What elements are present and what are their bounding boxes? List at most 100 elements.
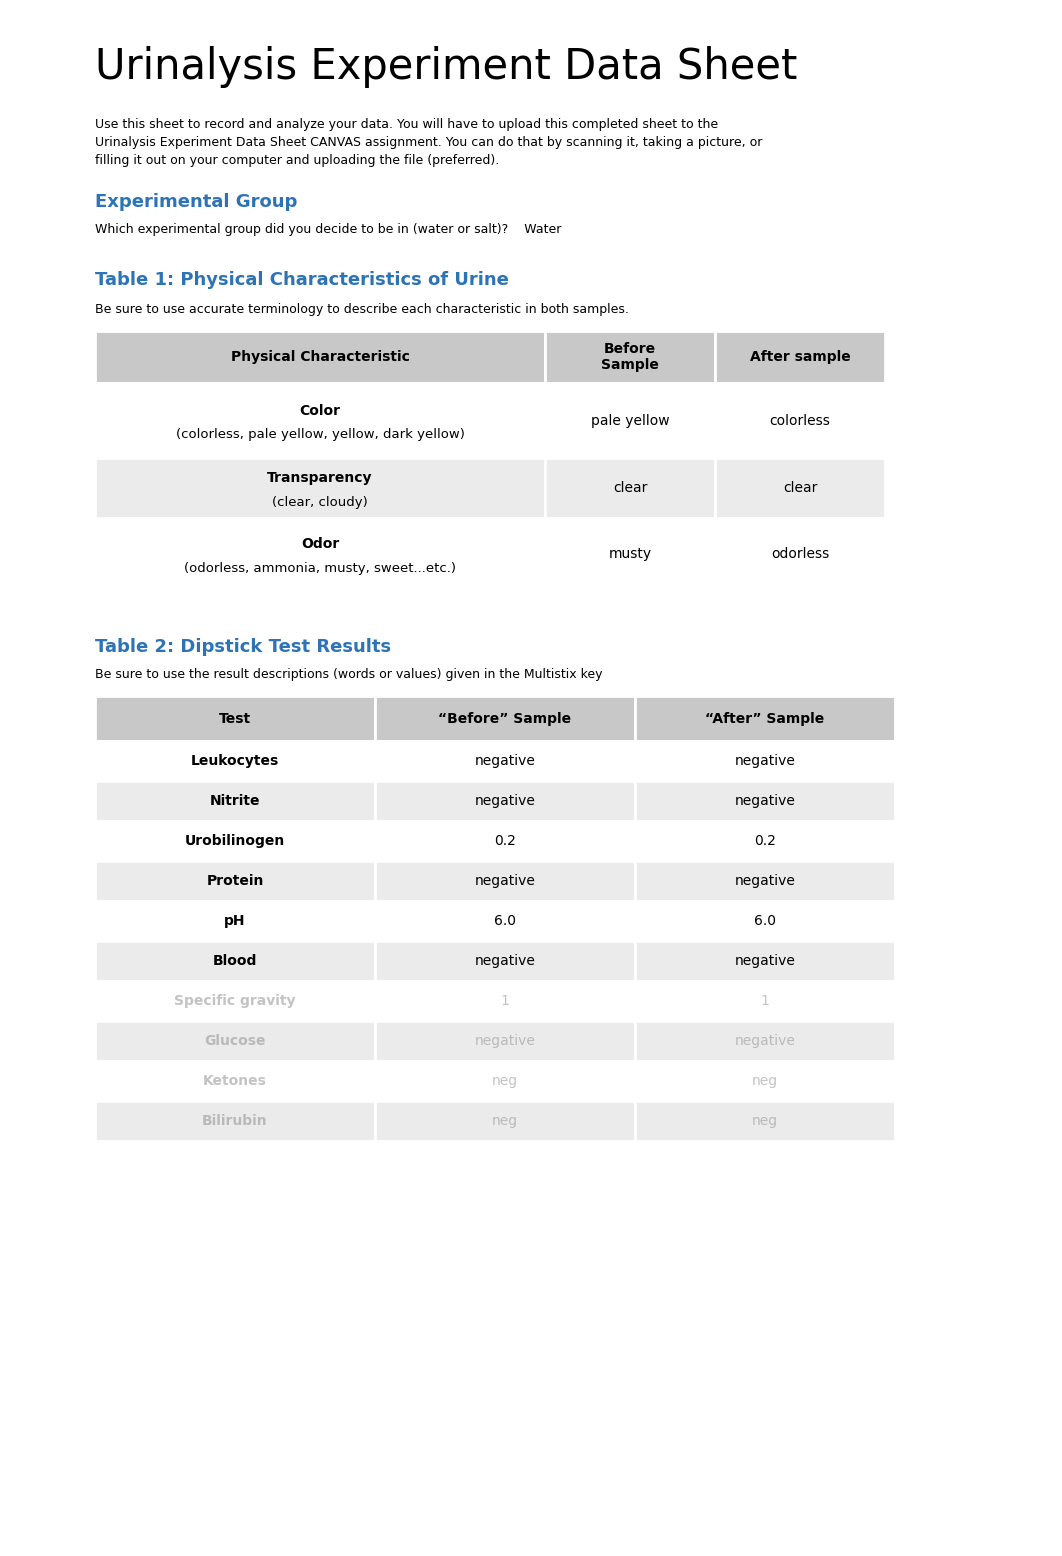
Bar (635, 781, 895, 822)
Text: pH: pH (224, 913, 245, 927)
Text: Urinalysis Experiment Data Sheet: Urinalysis Experiment Data Sheet (95, 47, 798, 89)
Text: Glucose: Glucose (204, 1035, 266, 1049)
Text: Physical Characteristic: Physical Characteristic (230, 350, 410, 364)
Text: clear: clear (783, 481, 817, 495)
Bar (95, 1102, 375, 1141)
Text: “Before” Sample: “Before” Sample (439, 711, 571, 725)
Text: 1: 1 (760, 994, 770, 1008)
Text: Specific gravity: Specific gravity (174, 994, 295, 1008)
Bar (375, 822, 635, 860)
Text: clear: clear (613, 481, 647, 495)
Text: negative: negative (735, 954, 795, 968)
Text: negative: negative (475, 874, 535, 888)
Text: neg: neg (492, 1074, 518, 1088)
Text: 1: 1 (500, 994, 510, 1008)
Bar (375, 741, 635, 781)
Bar (95, 518, 545, 590)
Text: 0.2: 0.2 (754, 834, 776, 848)
Bar (635, 860, 895, 901)
Bar (635, 980, 895, 1021)
Text: negative: negative (475, 755, 535, 769)
Bar (95, 822, 375, 860)
Text: (odorless, ammonia, musty, sweet...etc.): (odorless, ammonia, musty, sweet...etc.) (184, 562, 456, 574)
Bar (715, 331, 885, 383)
Bar (375, 980, 635, 1021)
Text: After sample: After sample (750, 350, 851, 364)
Bar (95, 1061, 375, 1102)
Bar (375, 696, 635, 741)
Text: (clear, cloudy): (clear, cloudy) (272, 495, 367, 509)
Bar (545, 331, 715, 383)
Bar (545, 457, 715, 518)
Bar (95, 980, 375, 1021)
Text: Be sure to use accurate terminology to describe each characteristic in both samp: Be sure to use accurate terminology to d… (95, 303, 629, 316)
Text: negative: negative (475, 1035, 535, 1049)
Bar (545, 518, 715, 590)
Bar (95, 901, 375, 941)
Text: Experimental Group: Experimental Group (95, 193, 297, 212)
Bar (715, 518, 885, 590)
Text: Test: Test (219, 711, 251, 725)
Text: (colorless, pale yellow, yellow, dark yellow): (colorless, pale yellow, yellow, dark ye… (175, 428, 464, 440)
Bar (635, 901, 895, 941)
Text: Odor: Odor (301, 537, 339, 551)
Text: 6.0: 6.0 (754, 913, 776, 927)
Text: neg: neg (752, 1074, 778, 1088)
Text: pale yellow: pale yellow (590, 414, 669, 428)
Text: odorless: odorless (771, 548, 829, 562)
Text: musty: musty (609, 548, 652, 562)
Bar (635, 696, 895, 741)
Text: negative: negative (475, 954, 535, 968)
Bar (375, 941, 635, 980)
Text: negative: negative (735, 755, 795, 769)
Bar (375, 781, 635, 822)
Bar (635, 1102, 895, 1141)
Bar (375, 901, 635, 941)
Bar (375, 1102, 635, 1141)
Bar (635, 1061, 895, 1102)
Text: Protein: Protein (206, 874, 263, 888)
Text: Be sure to use the result descriptions (words or values) given in the Multistix : Be sure to use the result descriptions (… (95, 668, 602, 682)
Bar (635, 741, 895, 781)
Bar (375, 1061, 635, 1102)
Bar (95, 941, 375, 980)
Text: Transparency: Transparency (268, 471, 373, 485)
Bar (375, 1021, 635, 1061)
Text: Before
Sample: Before Sample (601, 342, 658, 372)
Text: negative: negative (735, 794, 795, 808)
Bar (95, 331, 545, 383)
Text: “After” Sample: “After” Sample (705, 711, 824, 725)
Text: negative: negative (735, 874, 795, 888)
Text: Ketones: Ketones (203, 1074, 267, 1088)
Bar (375, 860, 635, 901)
Text: negative: negative (735, 1035, 795, 1049)
Text: Urobilinogen: Urobilinogen (185, 834, 285, 848)
Text: Table 2: Dipstick Test Results: Table 2: Dipstick Test Results (95, 638, 391, 657)
Bar (95, 696, 375, 741)
Text: 0.2: 0.2 (494, 834, 516, 848)
Text: Nitrite: Nitrite (210, 794, 260, 808)
Bar (95, 383, 545, 457)
Bar (635, 1021, 895, 1061)
Text: Table 1: Physical Characteristics of Urine: Table 1: Physical Characteristics of Uri… (95, 271, 509, 289)
Text: Use this sheet to record and analyze your data. You will have to upload this com: Use this sheet to record and analyze you… (95, 118, 763, 166)
Text: Color: Color (299, 403, 341, 417)
Text: colorless: colorless (770, 414, 830, 428)
Bar (95, 781, 375, 822)
Text: neg: neg (752, 1114, 778, 1128)
Text: Which experimental group did you decide to be in (water or salt)?    Water: Which experimental group did you decide … (95, 223, 562, 237)
Bar (635, 822, 895, 860)
Bar (95, 1021, 375, 1061)
Bar (635, 941, 895, 980)
Bar (95, 741, 375, 781)
Text: Bilirubin: Bilirubin (202, 1114, 268, 1128)
Text: 6.0: 6.0 (494, 913, 516, 927)
Text: Leukocytes: Leukocytes (191, 755, 279, 769)
Text: neg: neg (492, 1114, 518, 1128)
Bar (715, 457, 885, 518)
Bar (715, 383, 885, 457)
Text: negative: negative (475, 794, 535, 808)
Bar (95, 860, 375, 901)
Bar (545, 383, 715, 457)
Bar (95, 457, 545, 518)
